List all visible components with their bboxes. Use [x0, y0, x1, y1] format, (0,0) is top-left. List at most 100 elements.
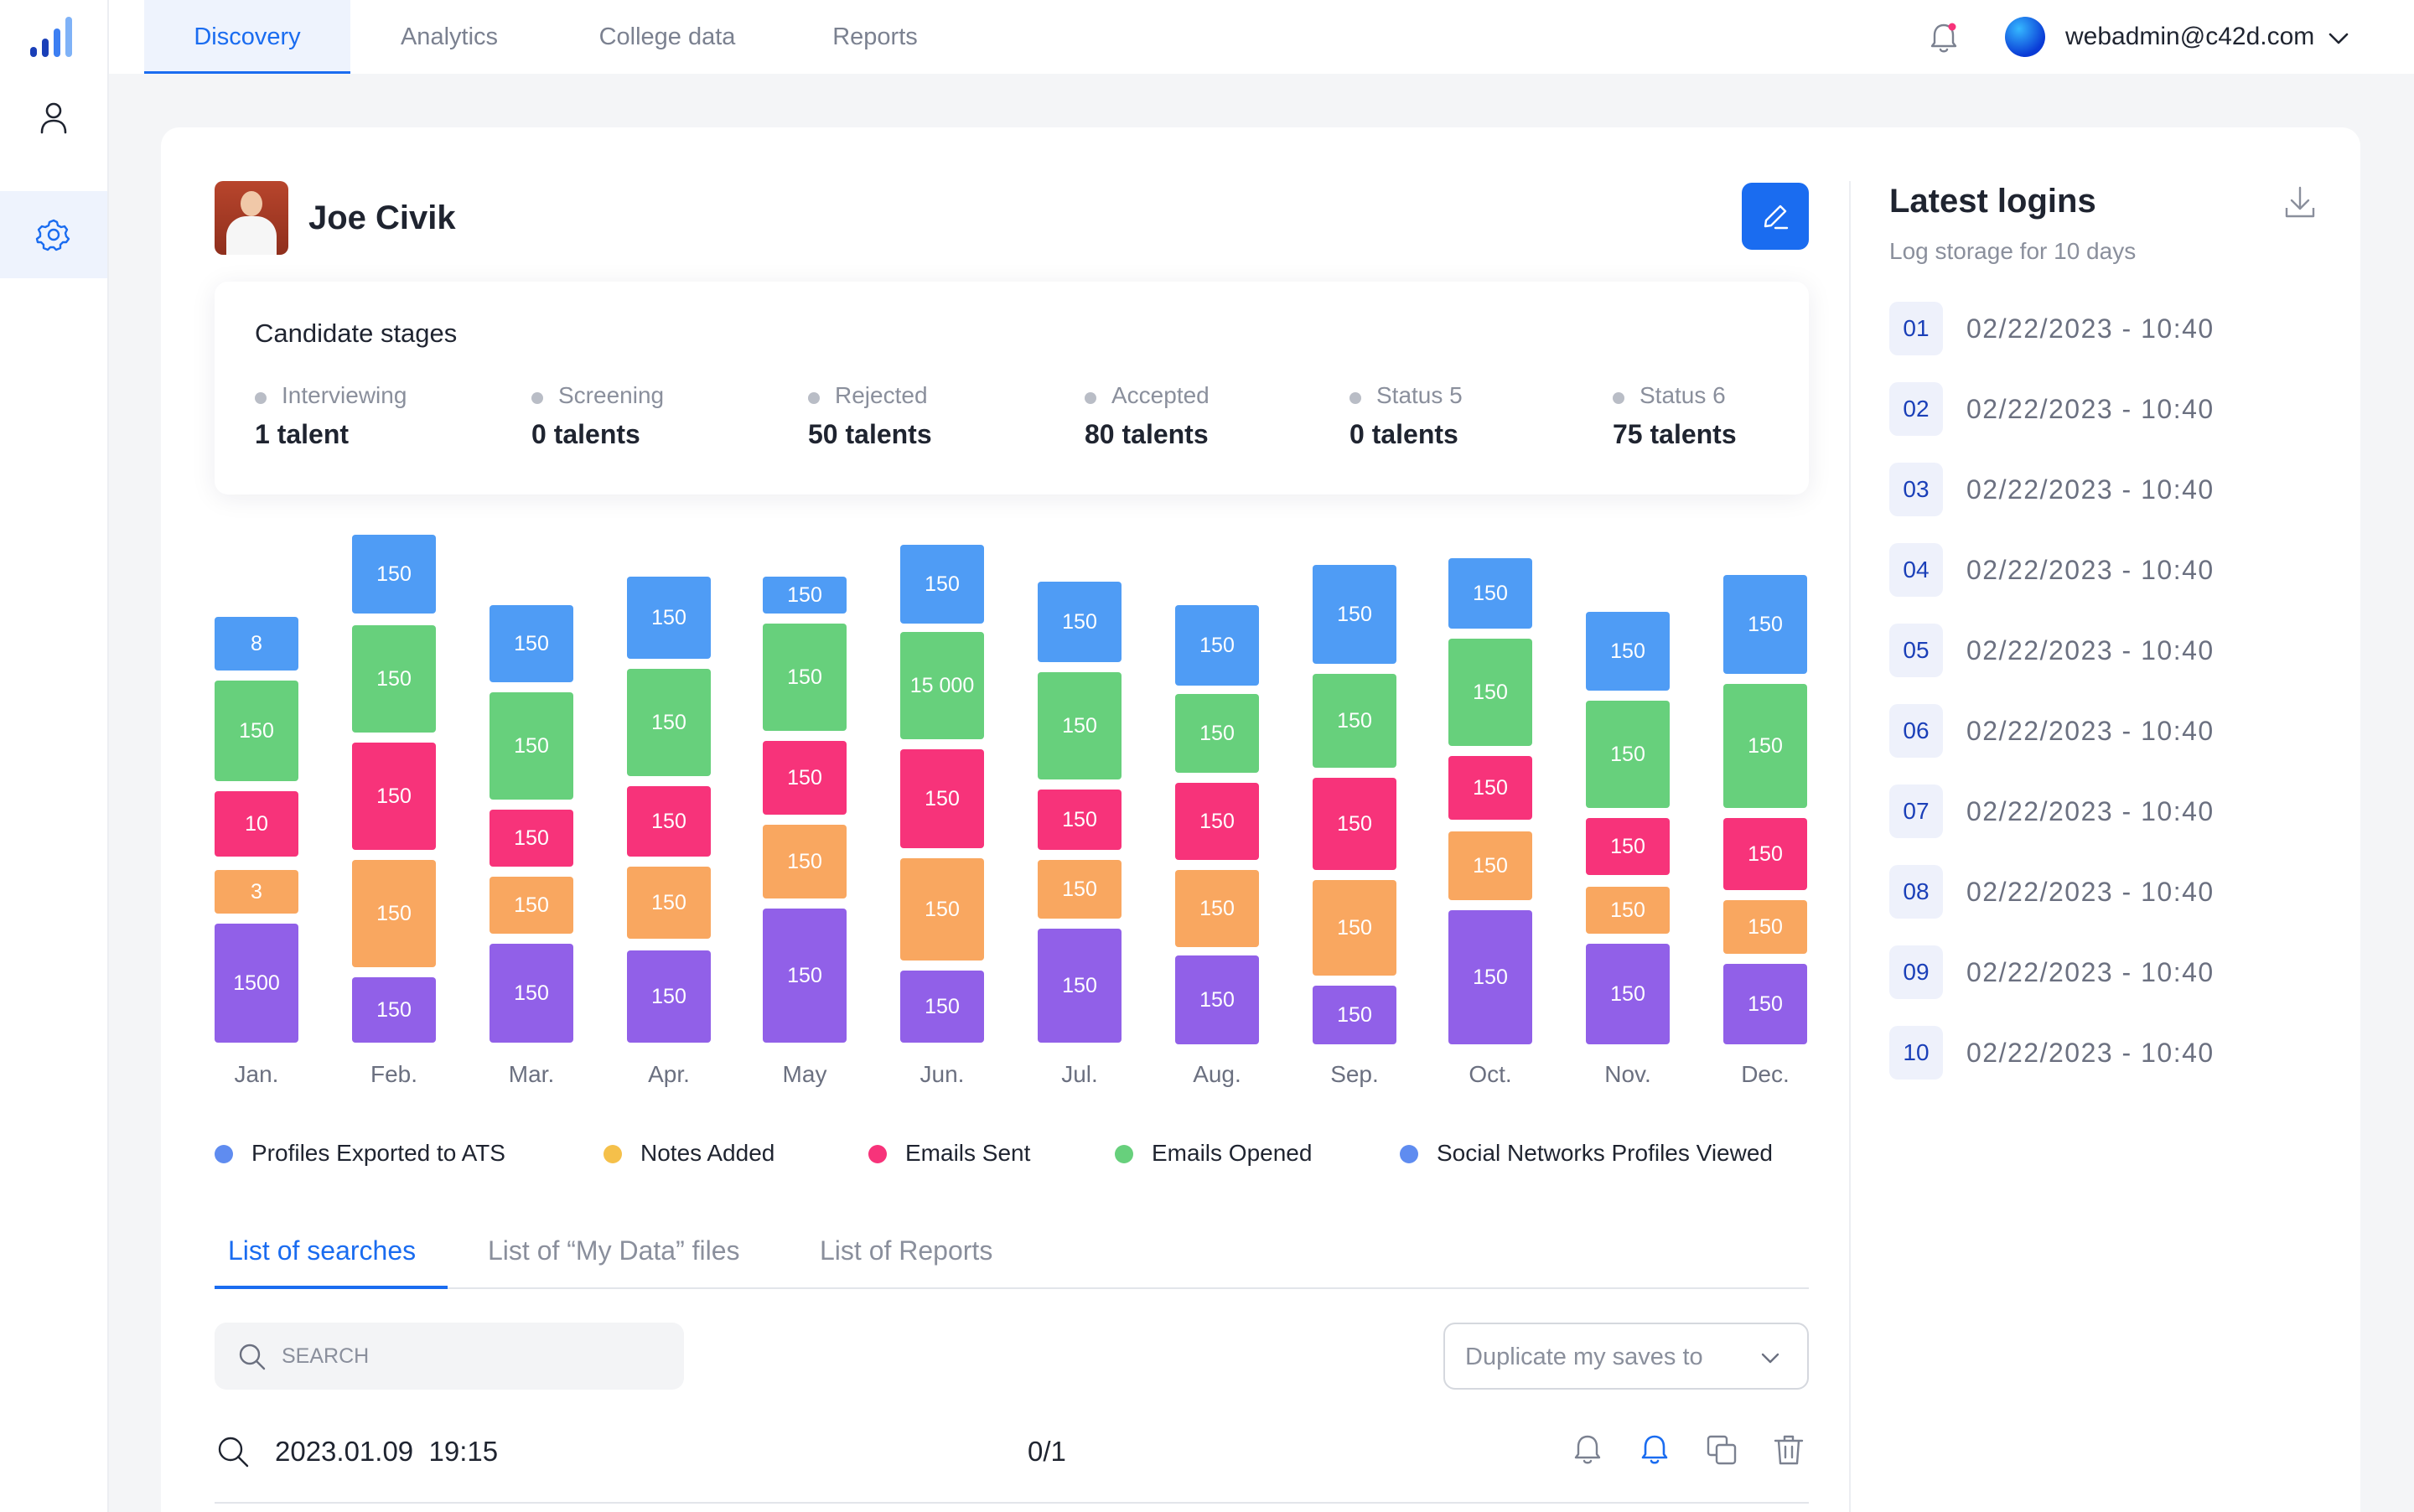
bar-segment-orange[interactable]: 3 — [215, 870, 298, 914]
bar-segment-green[interactable]: 15 000 — [900, 632, 984, 739]
tab-reports[interactable]: Reports — [832, 23, 918, 50]
bar-segment-pink[interactable]: 150 — [1723, 818, 1807, 890]
bar-segment-purple[interactable]: 150 — [1038, 929, 1122, 1043]
bar-segment-green[interactable]: 150 — [352, 625, 436, 733]
bar-segment-pink[interactable]: 10 — [215, 791, 298, 857]
copy-icon[interactable] — [1702, 1430, 1742, 1470]
legend-notes-added: Notes Added — [604, 1138, 774, 1168]
latest-logins-subtitle: Log storage for 10 days — [1889, 238, 2137, 264]
bar-segment-green[interactable]: 150 — [627, 669, 711, 776]
bar-segment-blue[interactable]: 150 — [1175, 605, 1259, 686]
bar-segment-green[interactable]: 150 — [1175, 694, 1259, 773]
bar-segment-orange[interactable]: 150 — [1038, 860, 1122, 919]
bar-segment-blue[interactable]: 150 — [627, 577, 711, 659]
bar-segment-pink[interactable]: 150 — [1038, 790, 1122, 850]
search-icon — [239, 1344, 266, 1370]
bar-segment-pink[interactable]: 150 — [490, 810, 573, 867]
bar-segment-orange[interactable]: 150 — [1313, 880, 1396, 976]
month-label: Aug. — [1193, 1061, 1241, 1087]
bar-segment-blue[interactable]: 150 — [490, 605, 573, 682]
sidebar-item-profile[interactable] — [0, 74, 107, 161]
bar-segment-blue[interactable]: 150 — [1038, 582, 1122, 662]
tab-analytics[interactable]: Analytics — [400, 23, 499, 50]
chevron-down-icon — [1761, 1353, 1779, 1364]
bar-segment-blue[interactable]: 150 — [763, 577, 847, 614]
bar-segment-pink[interactable]: 150 — [627, 786, 711, 857]
month-label: Apr. — [648, 1061, 690, 1087]
bar-segment-blue[interactable]: 150 — [352, 535, 436, 614]
bar-segment-green[interactable]: 150 — [1313, 674, 1396, 768]
bar-segment-blue[interactable]: 150 — [1448, 558, 1532, 629]
chevron-down-icon[interactable] — [2323, 23, 2354, 54]
user-avatar[interactable] — [2005, 17, 2045, 57]
bar-segment-orange[interactable]: 150 — [1586, 887, 1670, 934]
notification-bell-icon[interactable] — [1926, 20, 1961, 55]
download-icon[interactable] — [2280, 183, 2320, 223]
bar-segment-orange[interactable]: 150 — [1723, 900, 1807, 954]
tab-list-of-reports[interactable]: List of Reports — [820, 1235, 993, 1266]
bar-segment-orange[interactable]: 150 — [900, 858, 984, 961]
bar-segment-green[interactable]: 150 — [1586, 701, 1670, 808]
profile-photo — [215, 181, 288, 255]
tab-list-of-my-data-files[interactable]: List of “My Data” files — [488, 1235, 740, 1266]
tab-discovery[interactable]: Discovery — [144, 0, 350, 74]
bar-segment-pink[interactable]: 150 — [1175, 783, 1259, 860]
stage-value: 0 talents — [531, 419, 640, 449]
bar-segment-purple[interactable]: 150 — [763, 909, 847, 1043]
bar-segment-pink[interactable]: 150 — [1313, 778, 1396, 870]
bar-segment-green[interactable]: 150 — [490, 692, 573, 800]
bar-segment-orange[interactable]: 150 — [490, 877, 573, 934]
bar-segment-purple[interactable]: 150 — [900, 971, 984, 1043]
search-list-row[interactable]: 2023.01.09 19:15 0/1 — [215, 1420, 1809, 1504]
bell-active-icon[interactable] — [1634, 1430, 1675, 1470]
duplicate-saves-select[interactable]: Duplicate my saves to — [1443, 1323, 1809, 1390]
stage-value: 0 talents — [1349, 419, 1458, 449]
tab-list-of-searches[interactable]: List of searches — [228, 1235, 417, 1266]
stage-screening: Screening 0 talents — [531, 381, 664, 450]
bar-segment-purple[interactable]: 150 — [1448, 910, 1532, 1044]
app-logo[interactable] — [0, 0, 109, 74]
bar-segment-orange[interactable]: 150 — [1448, 831, 1532, 900]
bar-segment-blue[interactable]: 8 — [215, 617, 298, 671]
month-label: Jun. — [919, 1061, 965, 1087]
search-input[interactable] — [282, 1323, 667, 1390]
user-email[interactable]: webadmin@c42d.com — [2065, 23, 2315, 50]
bar-segment-orange[interactable]: 150 — [763, 825, 847, 898]
bar-segment-blue[interactable]: 150 — [1586, 612, 1670, 691]
tab-college-data[interactable]: College data — [598, 23, 736, 50]
bar-segment-green[interactable]: 150 — [1723, 684, 1807, 808]
search-field[interactable] — [215, 1323, 684, 1390]
bar-segment-purple[interactable]: 1500 — [215, 924, 298, 1043]
bar-segment-orange[interactable]: 150 — [1175, 870, 1259, 947]
bar-segment-purple[interactable]: 150 — [1586, 944, 1670, 1044]
bar-segment-purple[interactable]: 150 — [352, 977, 436, 1043]
bar-segment-green[interactable]: 150 — [763, 624, 847, 731]
bar-segment-green[interactable]: 150 — [1038, 672, 1122, 779]
bell-icon[interactable] — [1567, 1430, 1608, 1470]
edit-profile-button[interactable] — [1742, 183, 1809, 250]
trash-icon[interactable] — [1769, 1430, 1809, 1470]
sidebar-item-settings[interactable] — [0, 191, 107, 278]
login-time: 02/22/2023 - 10:40 — [1966, 555, 2215, 585]
bar-segment-blue[interactable]: 150 — [1313, 565, 1396, 664]
bar-segment-pink[interactable]: 150 — [352, 743, 436, 850]
bar-segment-purple[interactable]: 150 — [490, 944, 573, 1043]
login-time: 02/22/2023 - 10:40 — [1966, 394, 2215, 424]
bar-segment-blue[interactable]: 150 — [1723, 575, 1807, 674]
bar-segment-purple[interactable]: 150 — [1723, 964, 1807, 1044]
bar-segment-pink[interactable]: 150 — [1448, 756, 1532, 820]
bar-segment-orange[interactable]: 150 — [352, 860, 436, 967]
bar-segment-purple[interactable]: 150 — [627, 950, 711, 1043]
bar-segment-purple[interactable]: 150 — [1313, 986, 1396, 1044]
bar-segment-pink[interactable]: 150 — [900, 749, 984, 848]
bar-segment-purple[interactable]: 150 — [1175, 955, 1259, 1044]
bar-segment-blue[interactable]: 150 — [900, 545, 984, 624]
legend-dot — [215, 1145, 233, 1163]
login-time: 02/22/2023 - 10:40 — [1966, 796, 2215, 826]
bar-segment-green[interactable]: 150 — [1448, 639, 1532, 746]
bar-segment-pink[interactable]: 150 — [1586, 818, 1670, 875]
bar-segment-orange[interactable]: 150 — [627, 867, 711, 939]
logo-bar-4 — [65, 17, 72, 57]
bar-segment-green[interactable]: 150 — [215, 681, 298, 781]
bar-segment-pink[interactable]: 150 — [763, 741, 847, 815]
